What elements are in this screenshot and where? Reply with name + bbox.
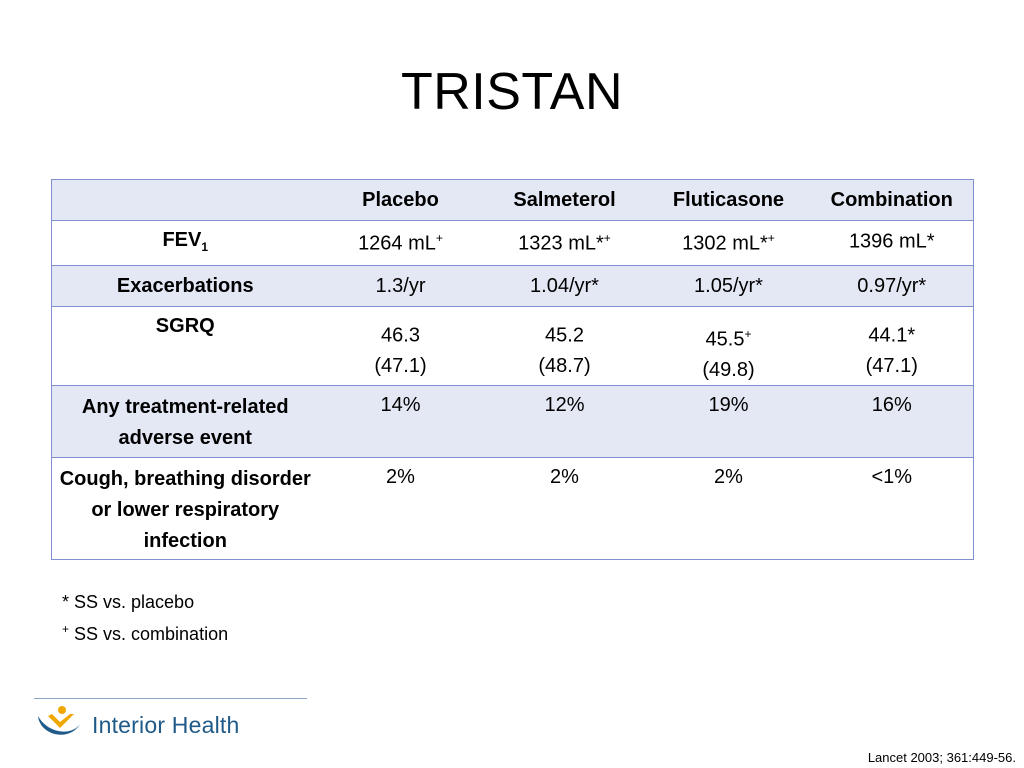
table-row-adverse-event: Any treatment-related adverse event 14% … <box>51 384 974 458</box>
row-label-exacerbations: Exacerbations <box>51 265 319 307</box>
table-cell: 16% <box>810 384 974 458</box>
row-label-adverse-event: Any treatment-related adverse event <box>51 384 319 458</box>
footnotes: * SS vs. placebo + SS vs. combination <box>62 589 228 648</box>
row-label-fev1: FEV1 <box>51 220 319 266</box>
header-salmeterol: Salmeterol <box>482 179 647 221</box>
table-cell: 2% <box>318 456 483 560</box>
row-label-sgrq: SGRQ <box>51 306 319 386</box>
table-cell: 1323 mL*+ <box>482 220 647 266</box>
table-cell: 44.1* (47.1) <box>810 306 974 386</box>
interior-health-logo: Interior Health <box>34 703 239 747</box>
table-cell: 1396 mL* <box>810 220 974 266</box>
table-cell: 1.3/yr <box>318 265 483 307</box>
table-cell: 19% <box>646 384 811 458</box>
table-cell: 2% <box>646 456 811 560</box>
logo-text: Interior Health <box>92 711 240 738</box>
header-fluticasone: Fluticasone <box>646 179 811 221</box>
table-cell: 45.5+ (49.8) <box>646 306 811 386</box>
header-empty-cell <box>51 179 319 221</box>
table-cell: 0.97/yr* <box>810 265 974 307</box>
table-row-exacerbations: Exacerbations 1.3/yr 1.04/yr* 1.05/yr* 0… <box>51 265 974 307</box>
table-cell: 1264 mL+ <box>318 220 483 266</box>
table-cell: 1.04/yr* <box>482 265 647 307</box>
table-cell: <1% <box>810 456 974 560</box>
footnote-placebo: * SS vs. placebo <box>62 592 195 612</box>
table-cell: 2% <box>482 456 647 560</box>
slide-title: TRISTAN <box>400 63 624 121</box>
citation: Lancet 2003; 361:449-56. <box>867 750 1016 765</box>
table-cell: 12% <box>482 384 647 458</box>
header-combination: Combination <box>810 179 974 221</box>
table-cell: 46.3 (47.1) <box>318 306 483 386</box>
logo-divider <box>34 698 307 699</box>
table-row-sgrq: SGRQ 46.3 (47.1) 45.2 (48.7) 45.5+ (49.8) 4… <box>51 306 974 386</box>
table-row-fev1: FEV1 1264 mL+ 1323 mL*+ 1302 mL*+ 1396 m… <box>51 220 974 266</box>
row-label-cough: Cough, breathing disorder or lower respi… <box>51 456 319 560</box>
table-header-row: Placebo Salmeterol Fluticasone Combinati… <box>51 179 974 221</box>
footnote-combination: + SS vs. combination <box>62 622 229 644</box>
table-cell: 1302 mL*+ <box>646 220 811 266</box>
table-cell: 14% <box>318 384 483 458</box>
interior-health-logo-icon <box>34 702 86 749</box>
table-cell: 45.2 (48.7) <box>482 306 647 386</box>
header-placebo: Placebo <box>318 179 483 221</box>
table-row-cough: Cough, breathing disorder or lower respi… <box>51 456 974 560</box>
table-cell: 1.05/yr* <box>646 265 811 307</box>
results-table: Placebo Salmeterol Fluticasone Combinati… <box>51 179 974 560</box>
